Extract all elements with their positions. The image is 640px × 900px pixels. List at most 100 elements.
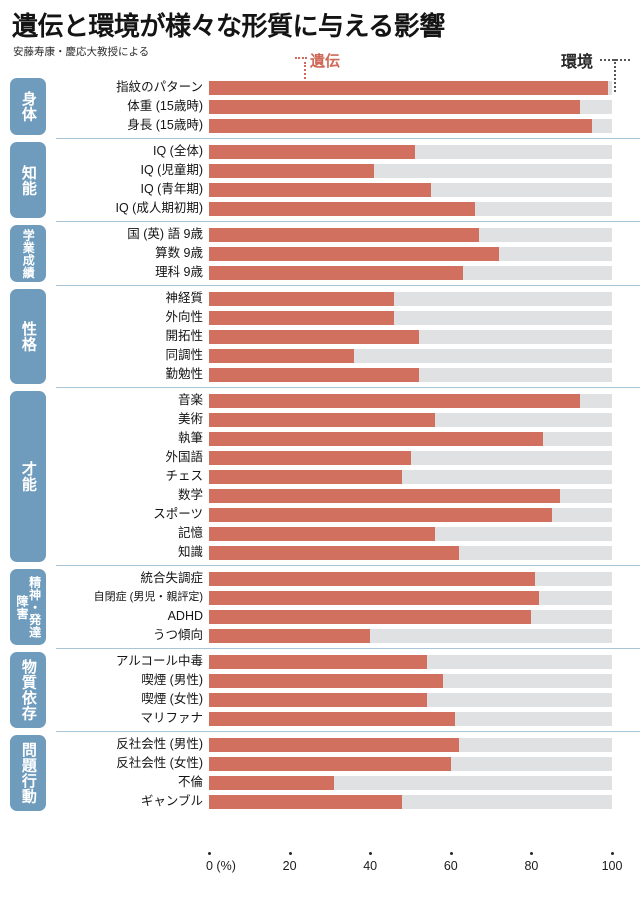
bar-track-environment: [209, 393, 612, 408]
row-label-wrap: 理科 9歳: [56, 263, 209, 282]
row-label: 国 (英) 語 9歳: [127, 227, 203, 241]
row-label-wrap: 算数 9歳: [56, 244, 209, 263]
row-label-wrap: 美術: [56, 410, 209, 429]
section-divider: [56, 285, 640, 286]
category-tab-0[interactable]: 身体: [10, 78, 46, 135]
row-label-wrap: 勤勉性: [56, 365, 209, 384]
bar-track-environment: [209, 163, 612, 178]
bar-fill-genetic: [209, 393, 580, 408]
row-label-wrap: 統合失調症: [56, 569, 209, 588]
chart-row: 体重 (15歳時): [0, 97, 640, 116]
row-label: 身長 (15歳時): [127, 118, 203, 132]
chart-row: 算数 9歳: [0, 244, 640, 263]
bar-fill-genetic: [209, 571, 536, 586]
row-label: 音楽: [177, 393, 203, 407]
category-tab-3[interactable]: 性格: [10, 289, 46, 384]
bar-track-environment: [209, 227, 612, 242]
category-tab-label: 問題行動: [19, 742, 37, 804]
row-label: スポーツ: [153, 507, 203, 521]
chart-plot-area: 身体 指紋のパターン 体重 (15歳時) 身長 (15歳時) 知能 IQ (全体) IQ (…: [0, 78, 640, 848]
row-label-wrap: 喫煙 (男性): [56, 671, 209, 690]
row-label-wrap: IQ (全体): [56, 142, 209, 161]
row-label: 数学: [177, 488, 203, 502]
bar-fill-genetic: [209, 737, 459, 752]
bar-track-environment: [209, 412, 612, 427]
row-label: ギャンブル: [140, 794, 203, 808]
bar-track-environment: [209, 545, 612, 560]
chart-row: 指紋のパターン: [0, 78, 640, 97]
bar-fill-genetic: [209, 794, 403, 809]
row-label-wrap: うつ傾向: [56, 626, 209, 645]
chart-row: ギャンブル: [0, 792, 640, 811]
row-label: 反社会性 (男性): [116, 737, 203, 751]
bar-fill-genetic: [209, 182, 431, 197]
bar-fill-genetic: [209, 291, 395, 306]
bar-fill-genetic: [209, 711, 455, 726]
row-label-wrap: 記憶: [56, 524, 209, 543]
category-tab-1[interactable]: 知能: [10, 142, 46, 218]
row-label: アルコール中毒: [115, 654, 203, 668]
row-label: 反社会性 (女性): [116, 756, 203, 770]
row-label: 美術: [177, 412, 203, 426]
row-label-wrap: ギャンブル: [56, 792, 209, 811]
bar-fill-genetic: [209, 348, 355, 363]
row-label-wrap: 外国語: [56, 448, 209, 467]
category-tab-label: 物質依存: [19, 659, 37, 721]
chart-row: 外国語: [0, 448, 640, 467]
row-label-wrap: スポーツ: [56, 505, 209, 524]
chart-row: 不倫: [0, 773, 640, 792]
bar-track-environment: [209, 310, 612, 325]
bar-track-environment: [209, 348, 612, 363]
row-label: 開拓性: [165, 329, 203, 343]
chart-row: IQ (児童期): [0, 161, 640, 180]
bar-fill-genetic: [209, 265, 463, 280]
row-label-wrap: 国 (英) 語 9歳: [56, 225, 209, 244]
row-label: 執筆: [177, 431, 203, 445]
section-divider: [56, 138, 640, 139]
bar-track-environment: [209, 201, 612, 216]
chart-row: マリファナ: [0, 709, 640, 728]
row-label: 不倫: [177, 775, 203, 789]
axis-tick-dot: [288, 852, 292, 855]
chart-row: IQ (全体): [0, 142, 640, 161]
category-tab-label: 身体: [19, 91, 37, 122]
axis-tick-dot: [530, 852, 534, 855]
section-divider: [56, 565, 640, 566]
bar-track-environment: [209, 794, 612, 809]
row-label-wrap: 指紋のパターン: [56, 78, 209, 97]
bar-track-environment: [209, 609, 612, 624]
category-tab-4[interactable]: 才能: [10, 391, 46, 562]
bar-track-environment: [209, 507, 612, 522]
row-label-wrap: 不倫: [56, 773, 209, 792]
bar-fill-genetic: [209, 412, 435, 427]
axis-tick-dot: [449, 852, 453, 855]
bar-fill-genetic: [209, 488, 560, 503]
category-tab-6[interactable]: 物質依存: [10, 652, 46, 728]
row-label-wrap: 体重 (15歳時): [56, 97, 209, 116]
chart-row: IQ (成人期初期): [0, 199, 640, 218]
bar-track-environment: [209, 450, 612, 465]
page-title: 遺伝と環境が様々な形質に与える影響: [12, 11, 445, 41]
category-tab-2[interactable]: 学業成績: [10, 225, 46, 282]
environment-legend-leader-vertical: [614, 59, 616, 92]
section-divider: [56, 387, 640, 388]
bar-fill-genetic: [209, 431, 544, 446]
bar-track-environment: [209, 431, 612, 446]
bar-fill-genetic: [209, 507, 552, 522]
category-tab-7[interactable]: 問題行動: [10, 735, 46, 811]
row-label: 同調性: [165, 348, 203, 362]
axis-tick-label: 40: [363, 859, 378, 873]
chart-row: IQ (青年期): [0, 180, 640, 199]
bar-fill-genetic: [209, 144, 415, 159]
bar-track-environment: [209, 469, 612, 484]
bar-fill-genetic: [209, 526, 435, 541]
bar-fill-genetic: [209, 775, 334, 790]
row-label: 神経質: [165, 291, 203, 305]
chart-row: 同調性: [0, 346, 640, 365]
category-tab-5[interactable]: 精神・発達障害: [10, 569, 46, 645]
chart-row: 記憶: [0, 524, 640, 543]
bar-fill-genetic: [209, 80, 608, 95]
bar-track-environment: [209, 367, 612, 382]
genetic-legend-leader-vertical: [304, 62, 306, 87]
legend-environment-label: 環境: [561, 54, 594, 71]
